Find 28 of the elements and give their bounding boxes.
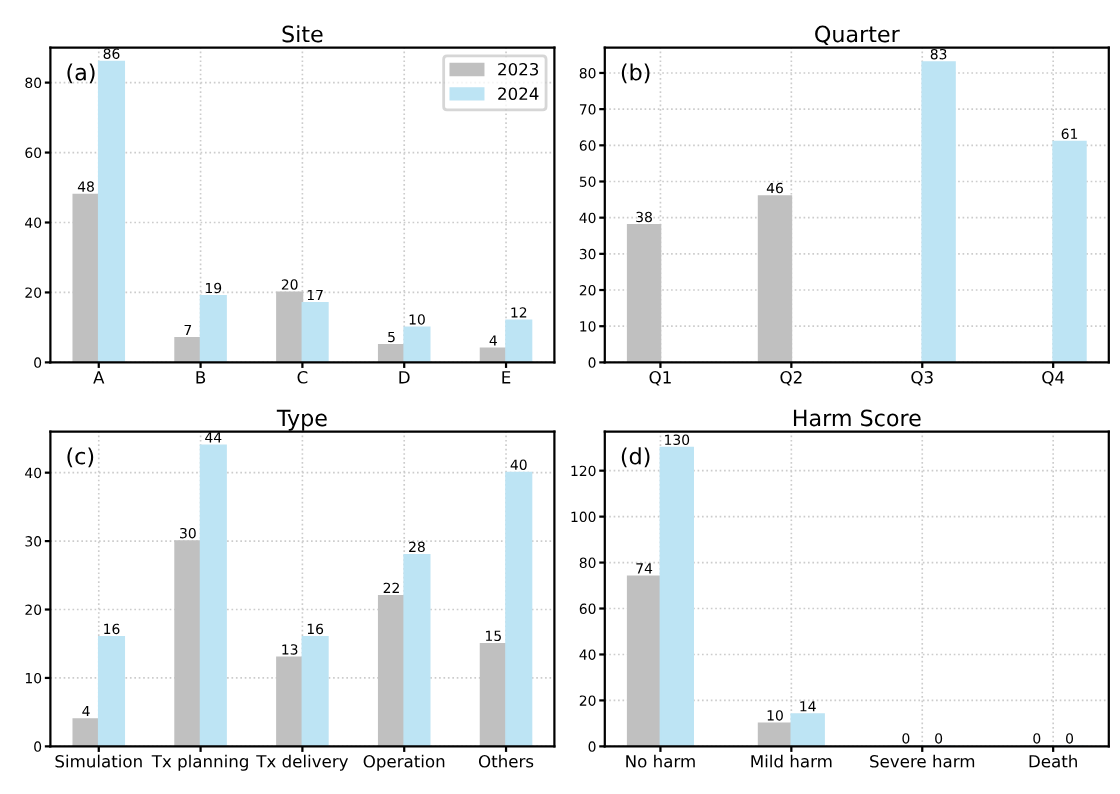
x-tick-label: Q1 bbox=[649, 371, 671, 386]
chart-title: Quarter bbox=[815, 25, 900, 45]
chart-title: Harm Score bbox=[793, 409, 921, 427]
x-tick-label: Tx planning bbox=[151, 754, 248, 771]
annotation: (d) bbox=[621, 447, 650, 468]
x-tick-label: Operation bbox=[363, 754, 445, 771]
x-tick-label: Severe harm bbox=[870, 754, 975, 768]
annotation: (b) bbox=[621, 63, 650, 84]
x-tick-label: No harm bbox=[626, 754, 695, 768]
x-tick-label: Simulation bbox=[55, 754, 142, 768]
x-tick-label: Q3 bbox=[911, 371, 933, 386]
x-tick-label: E bbox=[502, 371, 511, 384]
x-tick-label: D bbox=[399, 371, 410, 384]
x-tick-label: Q2 bbox=[780, 371, 802, 386]
chart-title: Type bbox=[276, 409, 327, 431]
x-tick-label: B bbox=[196, 371, 206, 384]
x-tick-label: Death bbox=[1029, 754, 1077, 768]
legend-label: 2023 bbox=[498, 62, 539, 76]
chart-title: Site bbox=[282, 25, 323, 43]
x-tick-label: C bbox=[297, 371, 308, 384]
x-tick-label: Mild harm bbox=[751, 754, 832, 768]
x-tick-label: Others bbox=[478, 754, 534, 768]
x-tick-label: Q4 bbox=[1042, 371, 1065, 386]
annotation: (c) bbox=[67, 447, 94, 468]
annotation: (a) bbox=[67, 63, 95, 84]
legend-label: 2024 bbox=[498, 87, 539, 100]
x-tick-label: Tx delivery bbox=[256, 754, 349, 771]
x-tick-label: A bbox=[93, 371, 105, 384]
